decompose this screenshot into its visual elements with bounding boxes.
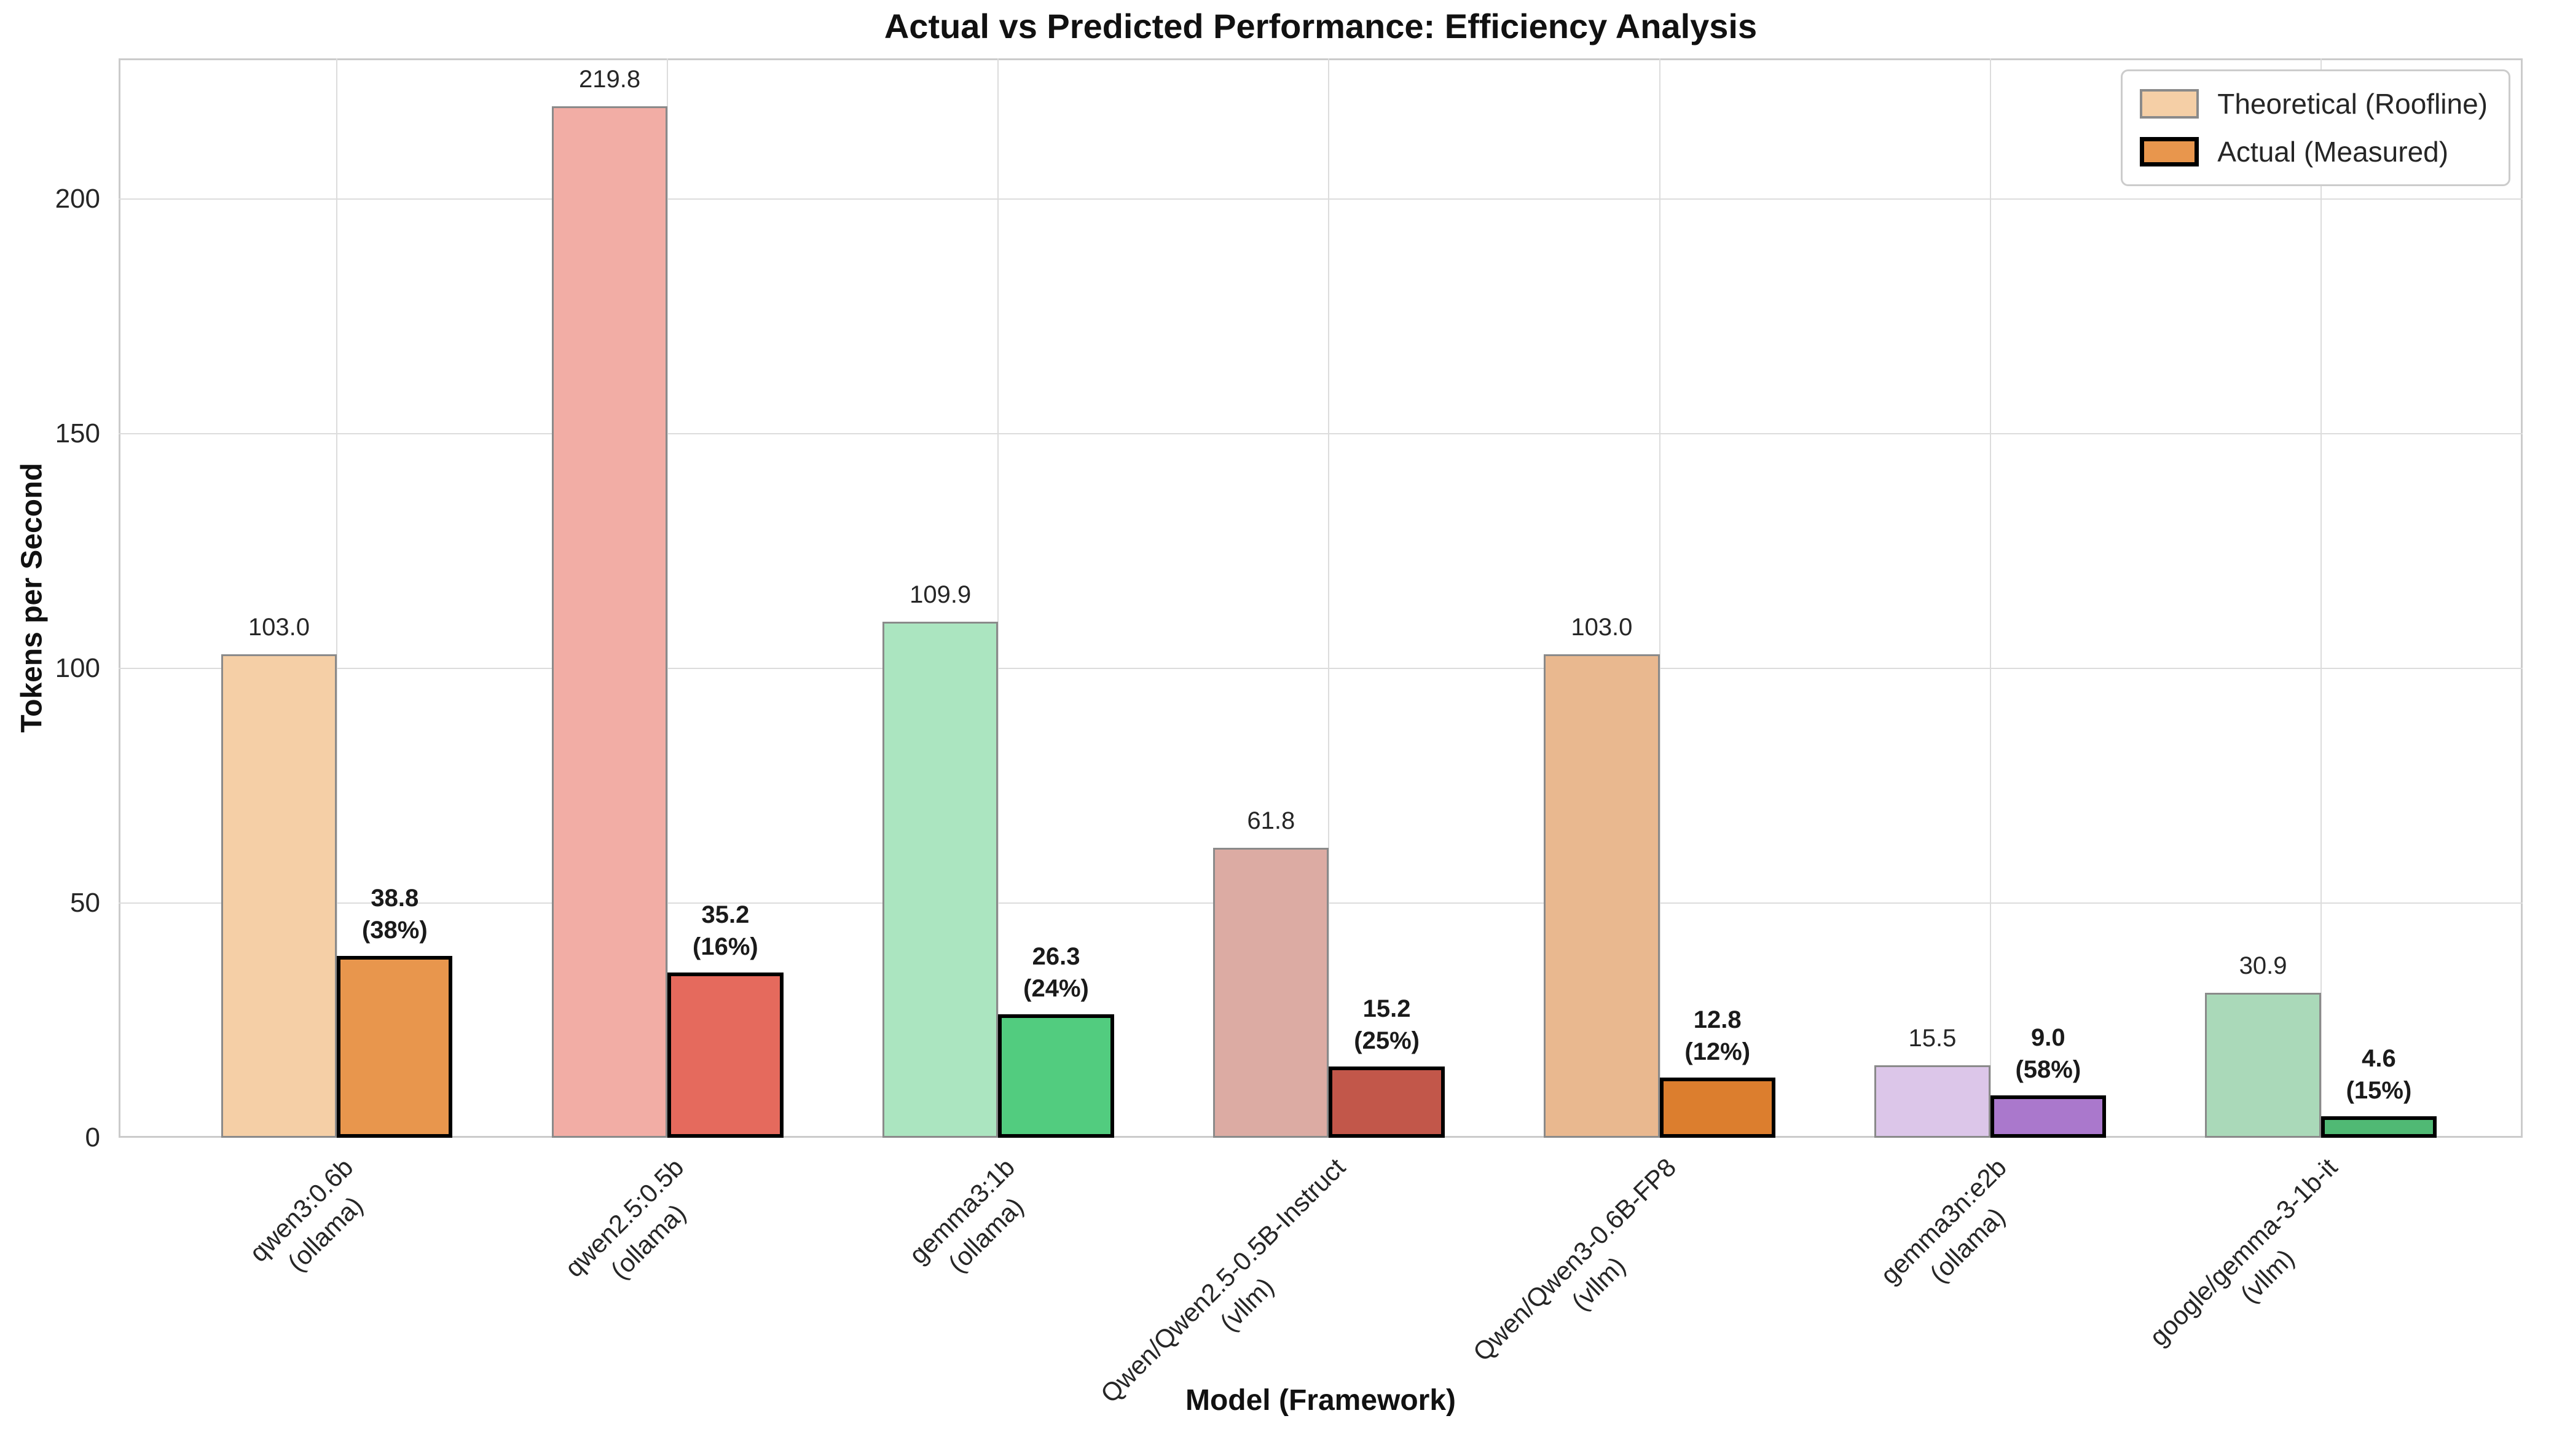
actual-value: 9.0 (2031, 1024, 2065, 1052)
efficiency-percent: (16%) (693, 933, 758, 961)
legend-item: Theoretical (Roofline) (2140, 87, 2488, 120)
bar-value-label-theoretical: 61.8 (1247, 807, 1295, 834)
y-axis-label: Tokens per Second (15, 463, 49, 733)
bar-actual (1659, 1078, 1775, 1138)
x-gridline (2320, 58, 2322, 1138)
bar-value-label-actual: 9.0 (58%) (2015, 1022, 2081, 1086)
x-gridline (667, 58, 669, 1138)
actual-value: 12.8 (1693, 1006, 1742, 1034)
x-category-model: Qwen/Qwen2.5-0.5B-Instruct (1094, 1153, 1351, 1409)
x-gridline (1328, 58, 1330, 1138)
actual-value: 35.2 (701, 901, 750, 929)
x-category-label: qwen3:0.6b (ollama) (243, 1151, 385, 1293)
bar-actual (1990, 1095, 2106, 1138)
bar-actual (1329, 1066, 1445, 1138)
x-gridline (336, 58, 338, 1138)
y-tick-label: 0 (85, 1122, 100, 1153)
legend-swatch (2140, 137, 2199, 166)
legend-swatch (2140, 89, 2199, 119)
bar-value-label-theoretical: 103.0 (248, 614, 310, 641)
efficiency-percent: (12%) (1684, 1038, 1751, 1066)
legend-label: Theoretical (Roofline) (2217, 88, 2488, 120)
x-category-label: Qwen/Qwen3-0.6B-FP8 (vllm) (1466, 1151, 1707, 1392)
legend-item: Actual (Measured) (2140, 135, 2488, 168)
x-gridline (1659, 58, 1660, 1138)
legend-label: Actual (Measured) (2217, 136, 2449, 168)
actual-value: 15.2 (1362, 995, 1411, 1022)
bar-value-label-theoretical: 15.5 (1908, 1024, 1957, 1052)
chart-title: Actual vs Predicted Performance: Efficie… (884, 7, 1758, 45)
y-gridline (119, 668, 2523, 670)
actual-value: 4.6 (2362, 1044, 2396, 1072)
bar-theoretical (882, 622, 999, 1138)
bar-theoretical (551, 106, 668, 1138)
bar-value-label-theoretical: 109.9 (910, 581, 972, 609)
x-category-framework: (vllm) (1565, 1251, 1631, 1316)
bar-theoretical (1213, 847, 1329, 1138)
bar-value-label-actual: 12.8 (12%) (1684, 1004, 1750, 1068)
x-gridline (997, 58, 999, 1138)
bar-value-label-actual: 35.2 (16%) (693, 899, 758, 963)
bar-value-label-theoretical: 30.9 (2239, 952, 2287, 979)
bar-actual (2320, 1116, 2437, 1138)
efficiency-percent: (15%) (2346, 1076, 2412, 1104)
x-category-label: gemma3n:e2b (ollama) (1874, 1151, 2038, 1315)
y-tick-label: 200 (55, 184, 100, 214)
bar-value-label-actual: 4.6 (15%) (2346, 1043, 2412, 1106)
bar-actual (337, 955, 453, 1138)
x-category-model: Qwen/Qwen3-0.6B-FP8 (1467, 1153, 1681, 1367)
y-gridline (119, 198, 2523, 200)
bar-value-label-actual: 26.3 (24%) (1023, 941, 1089, 1004)
efficiency-percent: (24%) (1023, 975, 1089, 1003)
bar-actual (667, 973, 784, 1138)
actual-value: 38.8 (371, 884, 419, 912)
bar-value-label-theoretical: 103.0 (1571, 614, 1633, 641)
bar-theoretical (221, 654, 337, 1138)
actual-value: 26.3 (1032, 943, 1080, 971)
efficiency-percent: (58%) (2015, 1056, 2081, 1084)
x-axis-label: Model (Framework) (1185, 1384, 1456, 1417)
x-category-label: qwen2.5:0.5b (ollama) (558, 1151, 715, 1309)
efficiency-percent: (25%) (1354, 1027, 1420, 1054)
x-gridline (1989, 58, 1991, 1138)
bar-theoretical (1544, 654, 1660, 1138)
bar-value-label-theoretical: 219.8 (579, 65, 641, 93)
bar-value-label-actual: 38.8 (38%) (362, 882, 428, 946)
y-tick-label: 150 (55, 418, 100, 449)
y-tick-label: 50 (70, 888, 100, 918)
bar-theoretical (2205, 992, 2321, 1138)
x-category-label: google/gemma-3-1b-it (vllm) (2142, 1151, 2368, 1377)
bar-value-label-actual: 15.2 (25%) (1354, 993, 1420, 1057)
efficiency-percent: (38%) (361, 916, 428, 944)
y-gridline (119, 433, 2523, 435)
bar-theoretical (1874, 1065, 1990, 1138)
legend: Theoretical (Roofline) Actual (Measured) (2121, 69, 2510, 186)
bar-actual (998, 1014, 1114, 1138)
y-tick-label: 100 (55, 653, 100, 684)
x-category-label: gemma3:1b (ollama) (902, 1151, 1046, 1295)
